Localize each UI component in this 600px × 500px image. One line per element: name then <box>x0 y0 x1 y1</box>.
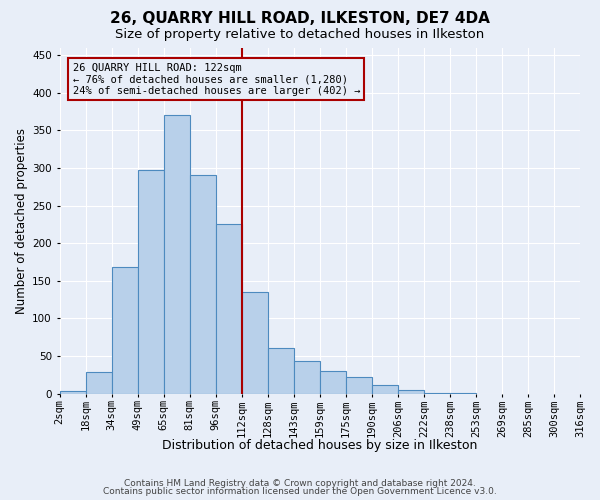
Bar <box>268 348 294 394</box>
Text: 26, QUARRY HILL ROAD, ILKESTON, DE7 4DA: 26, QUARRY HILL ROAD, ILKESTON, DE7 4DA <box>110 11 490 26</box>
Bar <box>242 292 268 394</box>
Text: 26 QUARRY HILL ROAD: 122sqm
← 76% of detached houses are smaller (1,280)
24% of : 26 QUARRY HILL ROAD: 122sqm ← 76% of det… <box>73 62 360 96</box>
X-axis label: Distribution of detached houses by size in Ilkeston: Distribution of detached houses by size … <box>162 440 478 452</box>
Y-axis label: Number of detached properties: Number of detached properties <box>15 128 28 314</box>
Bar <box>450 393 476 394</box>
Bar <box>346 377 372 394</box>
Text: Size of property relative to detached houses in Ilkeston: Size of property relative to detached ho… <box>115 28 485 41</box>
Text: Contains HM Land Registry data © Crown copyright and database right 2024.: Contains HM Land Registry data © Crown c… <box>124 478 476 488</box>
Bar <box>294 360 320 394</box>
Bar <box>372 386 398 394</box>
Bar <box>112 267 137 394</box>
Bar <box>86 372 112 394</box>
Bar <box>424 393 450 394</box>
Bar <box>137 170 164 394</box>
Bar <box>398 390 424 394</box>
Bar <box>59 392 86 394</box>
Bar <box>215 224 242 394</box>
Bar <box>164 115 190 394</box>
Text: Contains public sector information licensed under the Open Government Licence v3: Contains public sector information licen… <box>103 488 497 496</box>
Bar <box>190 174 215 394</box>
Bar <box>320 371 346 394</box>
